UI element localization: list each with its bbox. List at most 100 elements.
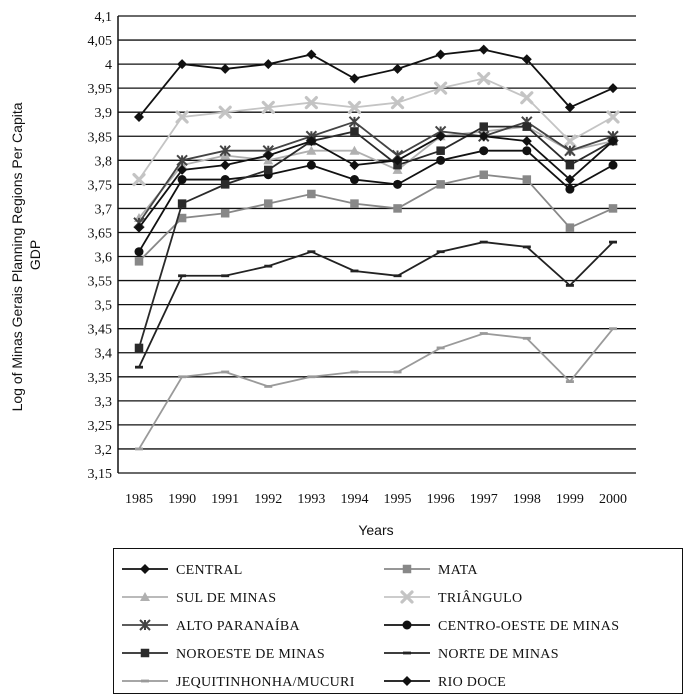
x-tick-label: 1991 [211, 492, 239, 507]
data-point [521, 136, 532, 147]
data-point [220, 160, 231, 171]
data-point [306, 49, 317, 60]
series-rio-doce [134, 131, 618, 233]
y-tick-label: 3,75 [88, 178, 113, 193]
legend-entry: CENTRAL [122, 563, 242, 578]
series-line [138, 241, 614, 368]
data-point [522, 175, 532, 184]
data-point [402, 676, 412, 686]
data-point [436, 346, 445, 350]
data-point [132, 172, 146, 187]
data-point [177, 175, 187, 185]
data-point [178, 274, 187, 278]
series-line [138, 120, 614, 224]
legend-label: NORTE DE MINAS [438, 647, 559, 662]
data-point [350, 370, 359, 374]
data-point [609, 327, 617, 331]
series-lines [132, 44, 620, 451]
data-point [141, 679, 149, 683]
y-tick-label: 4,1 [95, 10, 113, 25]
data-point [349, 160, 360, 171]
series-tri-ngulo [132, 71, 620, 187]
legend-entry: CENTRO-OESTE DE MINAS [384, 619, 619, 634]
x-tick-label: 1992 [254, 492, 282, 507]
x-tick-label: 2000 [599, 492, 627, 507]
y-axis-title-line-1: Log of Minas Gerais Planning Regions Per… [9, 102, 25, 411]
data-point [135, 447, 143, 451]
data-point [608, 136, 618, 147]
data-point [177, 164, 188, 175]
data-point [564, 102, 575, 113]
line-chart: 3,15 3,2 3,25 3,3 3,35 3,4 3,45 3,5 3,55 3,6 3,65 3… [9, 10, 636, 538]
data-point [564, 144, 576, 157]
y-tick-label: 3,55 [88, 275, 113, 290]
data-point [479, 146, 489, 156]
data-point [403, 651, 411, 655]
data-point [393, 179, 403, 189]
data-point [479, 122, 488, 131]
data-point [139, 619, 151, 631]
data-point [134, 247, 144, 257]
series-line [138, 328, 614, 450]
data-point [565, 380, 574, 383]
data-point [261, 100, 275, 114]
data-point [306, 145, 317, 155]
y-tick-labels: 3,15 3,2 3,25 3,3 3,35 3,4 3,45 3,5 3,55 3,6 3,65 3… [88, 10, 113, 482]
y-tick-label: 3,6 [95, 251, 113, 266]
x-tick-label: 1994 [340, 492, 368, 507]
data-point [264, 264, 273, 268]
data-point [134, 257, 144, 266]
data-point [402, 620, 412, 630]
y-tick-label: 3,25 [88, 419, 113, 434]
legend-label: ALTO PARANAÍBA [176, 617, 300, 634]
y-tick-label: 3,5 [95, 299, 113, 314]
y-tick-label: 3,8 [95, 154, 113, 169]
legend: CENTRAL MATA SUL DE MINAS TRIÂNGULO ALTO PAR… [113, 548, 683, 694]
series-central [134, 44, 618, 123]
data-point [140, 648, 150, 658]
legend-label: SUL DE MINAS [176, 591, 276, 606]
data-point [263, 150, 274, 161]
legend-entry: ALTO PARANAÍBA [122, 617, 300, 634]
data-point [393, 370, 402, 374]
y-tick-label: 3,95 [88, 82, 113, 97]
series-line [138, 125, 614, 219]
data-point [306, 136, 317, 147]
data-point [304, 95, 318, 110]
gridlines [117, 15, 636, 474]
data-point [608, 83, 618, 94]
data-point [349, 73, 360, 84]
data-point [565, 223, 575, 232]
legend-entry: MATA [384, 563, 478, 578]
data-point [400, 590, 414, 604]
data-point [134, 343, 144, 353]
y-tick-label: 3,4 [95, 347, 113, 362]
data-point [435, 131, 446, 142]
series-line [138, 48, 614, 118]
data-point [347, 100, 362, 114]
x-tick-label: 1985 [125, 492, 153, 507]
x-tick-label: 1996 [427, 492, 455, 507]
x-tick-label: 1990 [168, 492, 196, 507]
data-point [134, 112, 144, 123]
data-point [219, 144, 231, 157]
y-tick-label: 3,35 [88, 371, 113, 386]
data-point [350, 199, 359, 208]
data-point [350, 127, 359, 136]
data-point [608, 160, 618, 170]
data-point [178, 375, 187, 379]
data-point [436, 155, 446, 165]
data-point [565, 160, 575, 170]
data-point [393, 274, 402, 278]
data-point [392, 164, 403, 174]
x-axis-title: Years [358, 522, 393, 538]
legend-entry: NOROESTE DE MINAS [122, 647, 325, 662]
data-point [264, 385, 273, 388]
series-line [138, 77, 614, 181]
data-point [135, 365, 143, 369]
data-point [563, 134, 577, 148]
y-tick-label: 3,45 [88, 323, 113, 338]
data-point [175, 110, 189, 124]
legend-label: TRIÂNGULO [438, 589, 522, 606]
y-tick-label: 4 [105, 58, 112, 73]
